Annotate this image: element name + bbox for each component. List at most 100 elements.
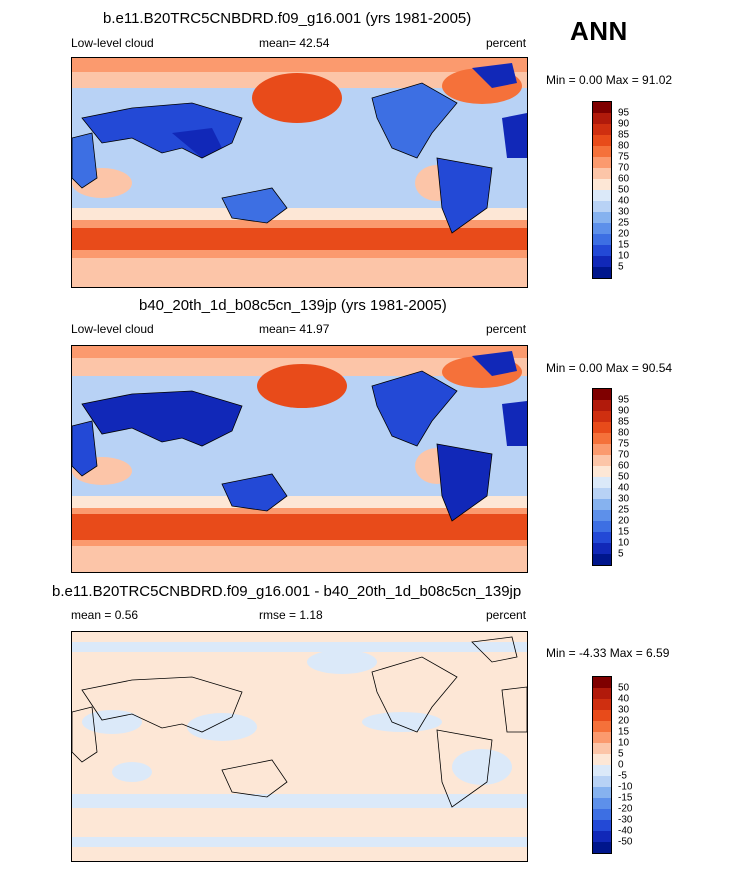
panel1-colorbar-segment (593, 212, 611, 223)
panel3-colorbar-segment (593, 809, 611, 820)
colorbar-tick-label: 15 (618, 726, 630, 738)
panel1-colorbar-segment (593, 146, 611, 157)
colorbar-tick-label: 85 (618, 416, 630, 428)
colorbar-tick-label: -5 (618, 770, 627, 782)
panel3-colorbar-segment (593, 787, 611, 798)
panel2-colorbar-segment (593, 400, 611, 411)
colorbar-tick-label: 5 (618, 548, 624, 560)
colorbar-tick-label: -30 (618, 814, 633, 826)
colorbar-tick-label: 40 (618, 195, 630, 207)
panel3-colorbar-segment (593, 842, 611, 853)
colorbar-tick-label: 75 (618, 151, 630, 163)
colorbar-tick-label: 75 (618, 438, 630, 450)
colorbar-tick-label: 5 (618, 261, 624, 273)
panel1-colorbar-segment (593, 113, 611, 124)
colorbar-tick-label: 70 (618, 449, 630, 461)
panel1-colorbar-segment (593, 157, 611, 168)
panel2-colorbar-segment (593, 455, 611, 466)
panel1-title: b.e11.B20TRC5CNBDRD.f09_g16.001 (yrs 198… (103, 10, 472, 27)
colorbar-tick-label: 70 (618, 162, 630, 174)
panel1-variable: Low-level cloud (71, 36, 154, 50)
colorbar-tick-label: 60 (618, 173, 630, 185)
colorbar-tick-label: 50 (618, 184, 630, 196)
panel1-colorbar-segment (593, 102, 611, 113)
panel3-colorbar-segment (593, 820, 611, 831)
colorbar-tick-label: 15 (618, 526, 630, 538)
panel3-units: percent (486, 608, 527, 622)
panel1-colorbar-segment (593, 223, 611, 234)
panel1-colorbar-segment (593, 201, 611, 212)
panel2-minmax: Min = 0.00 Max = 90.54 (546, 361, 673, 375)
panel3-map (71, 631, 528, 862)
panel3-colorbar-segment (593, 798, 611, 809)
panel3-colorbar-segment (593, 765, 611, 776)
panel1-colorbar-segment (593, 267, 611, 278)
panel3-colorbar-segment (593, 732, 611, 743)
panel2-colorbar-segment (593, 532, 611, 543)
colorbar-tick-label: 5 (618, 748, 624, 760)
panel2-mean: mean= 41.97 (259, 322, 330, 336)
panel2-colorbar-segment (593, 521, 611, 532)
panel2-colorbar-segment (593, 422, 611, 433)
panel3-colorbar-segment (593, 776, 611, 787)
panel3-colorbar-segment (593, 710, 611, 721)
panel2-colorbar-segment (593, 411, 611, 422)
panel1-colorbar (592, 101, 612, 279)
colorbar-tick-label: 15 (618, 239, 630, 251)
colorbar-tick-label: 25 (618, 504, 630, 516)
panel3-colorbar-segment (593, 677, 611, 688)
panel1-colorbar-segment (593, 168, 611, 179)
panel3-colorbar-segment (593, 754, 611, 765)
colorbar-tick-label: 20 (618, 515, 630, 527)
colorbar-tick-label: 50 (618, 682, 630, 694)
panel3-colorbar (592, 676, 612, 854)
colorbar-tick-label: 95 (618, 394, 630, 406)
panel2-units: percent (486, 322, 527, 336)
colorbar-tick-label: 60 (618, 460, 630, 472)
panel2-colorbar-segment (593, 510, 611, 521)
panel1-colorbar-segment (593, 234, 611, 245)
colorbar-tick-label: -40 (618, 825, 633, 837)
colorbar-tick-label: -20 (618, 803, 633, 815)
colorbar-tick-label: 20 (618, 228, 630, 240)
colorbar-tick-label: 10 (618, 737, 630, 749)
panel2-colorbar-segment (593, 488, 611, 499)
colorbar-tick-label: 25 (618, 217, 630, 229)
panel2-colorbar-segment (593, 543, 611, 554)
colorbar-tick-label: 0 (618, 759, 624, 771)
colorbar-tick-label: 80 (618, 140, 630, 152)
colorbar-tick-label: 95 (618, 107, 630, 119)
season-label: ANN (570, 16, 628, 46)
panel2-colorbar-segment (593, 433, 611, 444)
panel2-title: b40_20th_1d_b08c5cn_139jp (yrs 1981-2005… (139, 297, 447, 314)
colorbar-tick-label: 90 (618, 118, 630, 130)
panel2-colorbar-segment (593, 499, 611, 510)
panel1-colorbar-segment (593, 135, 611, 146)
colorbar-tick-label: 85 (618, 129, 630, 141)
colorbar-tick-label: 40 (618, 482, 630, 494)
colorbar-tick-label: 90 (618, 405, 630, 417)
colorbar-tick-label: 80 (618, 427, 630, 439)
colorbar-tick-label: -50 (618, 836, 633, 848)
panel2-colorbar-segment (593, 554, 611, 565)
panel1-mean: mean= 42.54 (259, 36, 330, 50)
colorbar-tick-label: 30 (618, 704, 630, 716)
panel1-colorbar-segment (593, 124, 611, 135)
colorbar-tick-label: 50 (618, 471, 630, 483)
panel2-colorbar-segment (593, 477, 611, 488)
panel3-minmax: Min = -4.33 Max = 6.59 (546, 646, 670, 660)
colorbar-tick-label: 30 (618, 493, 630, 505)
panel2-variable: Low-level cloud (71, 322, 154, 336)
colorbar-tick-label: 20 (618, 715, 630, 727)
panel3-title: b.e11.B20TRC5CNBDRD.f09_g16.001 - b40_20… (52, 583, 522, 600)
colorbar-tick-label: 10 (618, 537, 630, 549)
panel2-colorbar-segment (593, 389, 611, 400)
panel3-colorbar-segment (593, 721, 611, 732)
panel3-rmse: rmse = 1.18 (259, 608, 323, 622)
panel3-mean: mean = 0.56 (71, 608, 139, 622)
panel3-colorbar-segment (593, 699, 611, 710)
panel2-colorbar-segment (593, 466, 611, 477)
panel1-colorbar-segment (593, 245, 611, 256)
colorbar-tick-label: -10 (618, 781, 633, 793)
panel3-colorbar-segment (593, 743, 611, 754)
